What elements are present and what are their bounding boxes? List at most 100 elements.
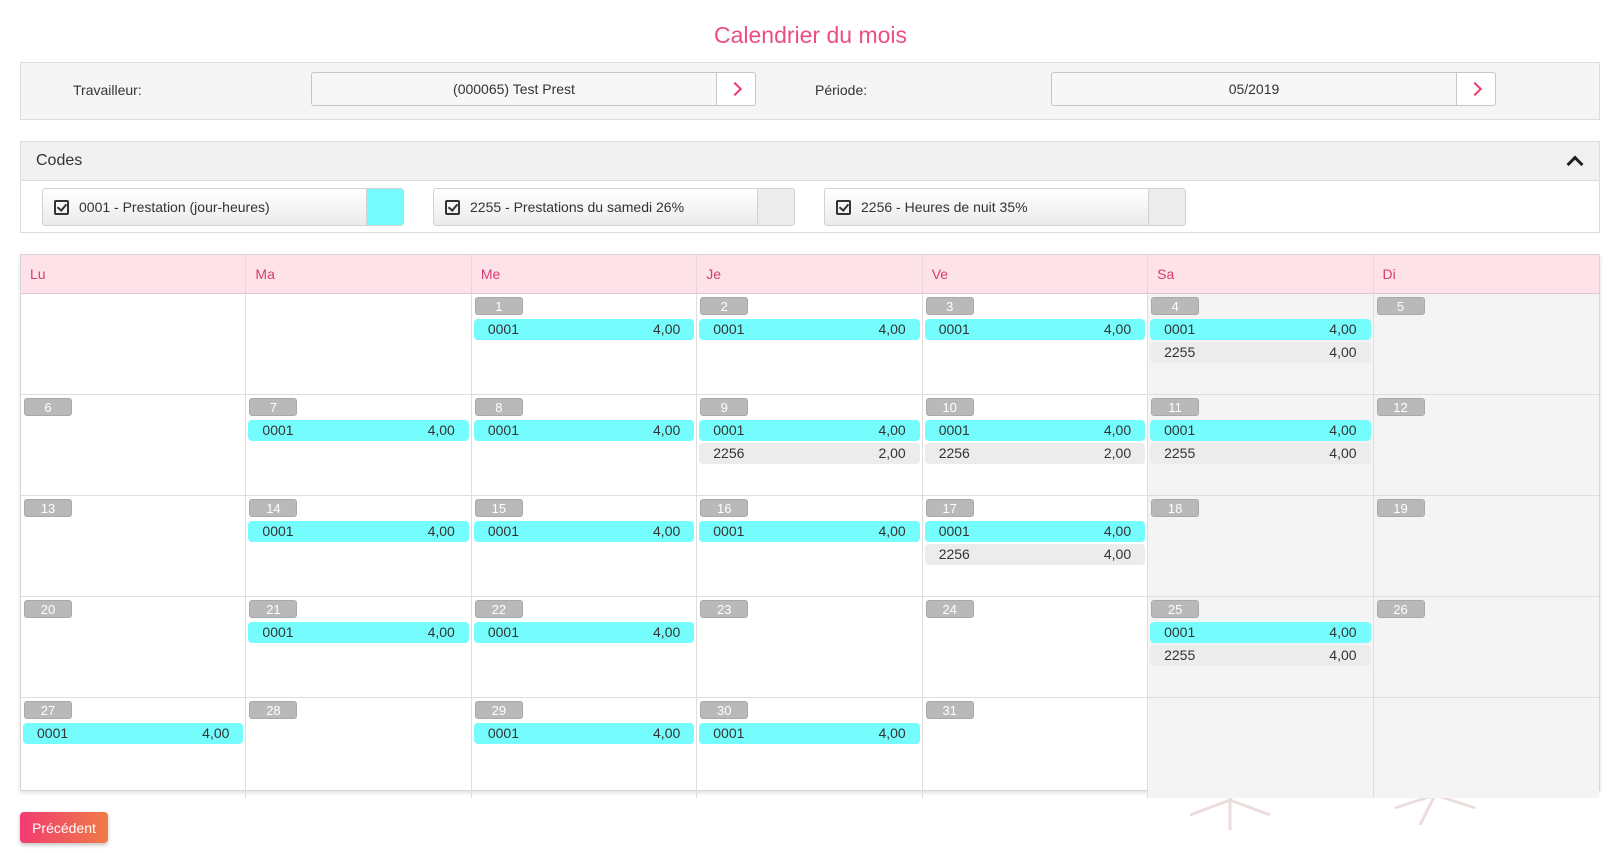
calendar-day-cell[interactable]: 9 0001 4,00 2256 2,00: [697, 395, 923, 495]
calendar-day-cell[interactable]: 29 0001 4,00: [472, 698, 698, 798]
calendar-day-cell[interactable]: 28: [246, 698, 472, 798]
calendar-day-cell[interactable]: 4 0001 4,00 2255 4,00: [1148, 294, 1374, 394]
entry-hours: 4,00: [427, 624, 455, 640]
calendar-day-cell[interactable]: 18: [1148, 496, 1374, 596]
calendar-day-cell[interactable]: 1 0001 4,00: [472, 294, 698, 394]
calendar-day-cell[interactable]: [1373, 698, 1599, 798]
calendar-day-cell[interactable]: 27 0001 4,00: [21, 698, 247, 798]
day-entry[interactable]: 0001 4,00: [473, 420, 695, 441]
entry-hours: 4,00: [653, 422, 681, 438]
day-entry[interactable]: 2255 4,00: [1150, 342, 1371, 363]
code-chip-2256[interactable]: 2256 - Heures de nuit 35%: [824, 188, 1186, 226]
day-number-badge: 8: [474, 398, 523, 416]
calendar-day-cell[interactable]: 24: [923, 597, 1149, 697]
day-number-badge: 21: [249, 600, 298, 618]
day-entry[interactable]: 0001 4,00: [699, 420, 920, 441]
day-number-badge: 26: [1376, 600, 1425, 618]
day-entry[interactable]: 0001 4,00: [473, 622, 695, 643]
checkbox-icon[interactable]: [43, 189, 79, 225]
calendar-day-cell[interactable]: 5: [1373, 294, 1599, 394]
day-entry[interactable]: 0001 4,00: [1150, 420, 1371, 441]
entry-hours: 2,00: [878, 445, 906, 461]
period-next-button[interactable]: [1456, 73, 1495, 105]
calendar-day-cell[interactable]: 7 0001 4,00: [246, 395, 472, 495]
calendar-day-cell[interactable]: 31: [923, 698, 1149, 798]
checkbox-icon[interactable]: [434, 189, 470, 225]
worker-selector[interactable]: (000065) Test Prest: [311, 72, 756, 106]
day-entry[interactable]: 0001 4,00: [473, 319, 695, 340]
calendar-day-cell[interactable]: 25 0001 4,00 2255 4,00: [1148, 597, 1374, 697]
day-number-badge: 5: [1376, 297, 1425, 315]
day-entry[interactable]: 2255 4,00: [1150, 443, 1371, 464]
color-swatch[interactable]: [1148, 189, 1185, 225]
code-chip-2255[interactable]: 2255 - Prestations du samedi 26%: [433, 188, 795, 226]
code-chip-label: 2255 - Prestations du samedi 26%: [470, 199, 685, 215]
worker-value[interactable]: (000065) Test Prest: [453, 81, 575, 97]
entry-code: 0001: [938, 523, 970, 539]
calendar-day-cell[interactable]: 19: [1373, 496, 1599, 596]
entry-hours: 4,00: [1329, 445, 1357, 461]
calendar-day-cell[interactable]: 13: [21, 496, 247, 596]
color-swatch[interactable]: [366, 189, 403, 225]
day-entry[interactable]: 2255 4,00: [1150, 645, 1371, 666]
day-number-badge: 1: [474, 297, 523, 315]
calendar-day-cell[interactable]: [21, 294, 247, 394]
entry-code: 0001: [487, 422, 519, 438]
day-entry[interactable]: 0001 4,00: [699, 723, 920, 744]
calendar-day-cell[interactable]: 23: [697, 597, 923, 697]
calendar-day-cell[interactable]: [246, 294, 472, 394]
day-entry[interactable]: 0001 4,00: [23, 723, 244, 744]
calendar-day-cell[interactable]: 26: [1373, 597, 1599, 697]
calendar-day-cell[interactable]: 22 0001 4,00: [472, 597, 698, 697]
entry-code: 0001: [1164, 321, 1196, 337]
color-swatch[interactable]: [757, 189, 794, 225]
day-entry[interactable]: 2256 4,00: [924, 544, 1146, 565]
period-selector[interactable]: 05/2019: [1051, 72, 1496, 106]
calendar-day-cell[interactable]: 14 0001 4,00: [246, 496, 472, 596]
day-entry[interactable]: 0001 4,00: [248, 622, 469, 643]
day-entry[interactable]: 0001 4,00: [699, 521, 920, 542]
day-entry[interactable]: 2256 2,00: [699, 443, 920, 464]
day-entry[interactable]: 0001 4,00: [699, 319, 920, 340]
day-entry[interactable]: 0001 4,00: [924, 319, 1146, 340]
day-entry[interactable]: 0001 4,00: [473, 723, 695, 744]
calendar-day-cell[interactable]: 16 0001 4,00: [697, 496, 923, 596]
calendar-day-cell[interactable]: 10 0001 4,00 2256 2,00: [923, 395, 1149, 495]
day-number-badge: 10: [925, 398, 974, 416]
calendar-day-cell[interactable]: 12: [1373, 395, 1599, 495]
entry-hours: 4,00: [1103, 523, 1132, 539]
entry-hours: 4,00: [427, 422, 455, 438]
calendar-day-cell[interactable]: 2 0001 4,00: [697, 294, 923, 394]
day-entry[interactable]: 0001 4,00: [924, 420, 1146, 441]
calendar-day-cell[interactable]: 17 0001 4,00 2256 4,00: [923, 496, 1149, 596]
entry-hours: 4,00: [878, 422, 906, 438]
worker-next-button[interactable]: [716, 73, 755, 105]
calendar-day-cell[interactable]: 20: [21, 597, 247, 697]
calendar-day-cell[interactable]: 30 0001 4,00: [697, 698, 923, 798]
previous-button[interactable]: Précédent: [20, 812, 108, 843]
period-value[interactable]: 05/2019: [1228, 81, 1280, 97]
day-number-badge: 29: [474, 701, 523, 719]
chevron-up-icon[interactable]: [1566, 155, 1584, 173]
code-chip-0001[interactable]: 0001 - Prestation (jour-heures): [42, 188, 404, 226]
day-entry[interactable]: 0001 4,00: [924, 521, 1146, 542]
entry-hours: 4,00: [1329, 647, 1357, 663]
calendar-day-cell[interactable]: [1148, 698, 1374, 798]
calendar-day-cell[interactable]: 8 0001 4,00: [472, 395, 698, 495]
day-entry[interactable]: 0001 4,00: [1150, 319, 1371, 340]
day-entry[interactable]: 0001 4,00: [248, 521, 469, 542]
calendar-week-row: 13 14 0001 4,00 15 0001 4,00 16 0001 4,00 17 0001 4,…: [21, 496, 1599, 597]
day-entry[interactable]: 2256 2,00: [924, 443, 1146, 464]
page-title: Calendrier du mois: [713, 22, 908, 48]
calendar-day-cell[interactable]: 21 0001 4,00: [246, 597, 472, 697]
day-entry[interactable]: 0001 4,00: [1150, 622, 1371, 643]
checkbox-icon[interactable]: [825, 189, 861, 225]
calendar-day-cell[interactable]: 6: [21, 395, 247, 495]
day-entry[interactable]: 0001 4,00: [248, 420, 469, 441]
codes-header[interactable]: Codes: [21, 142, 1599, 181]
calendar-day-cell[interactable]: 15 0001 4,00: [472, 496, 698, 596]
calendar-day-cell[interactable]: 3 0001 4,00: [923, 294, 1149, 394]
calendar-day-cell[interactable]: 11 0001 4,00 2255 4,00: [1148, 395, 1374, 495]
day-entry[interactable]: 0001 4,00: [473, 521, 695, 542]
day-number-badge: 25: [1151, 600, 1200, 618]
